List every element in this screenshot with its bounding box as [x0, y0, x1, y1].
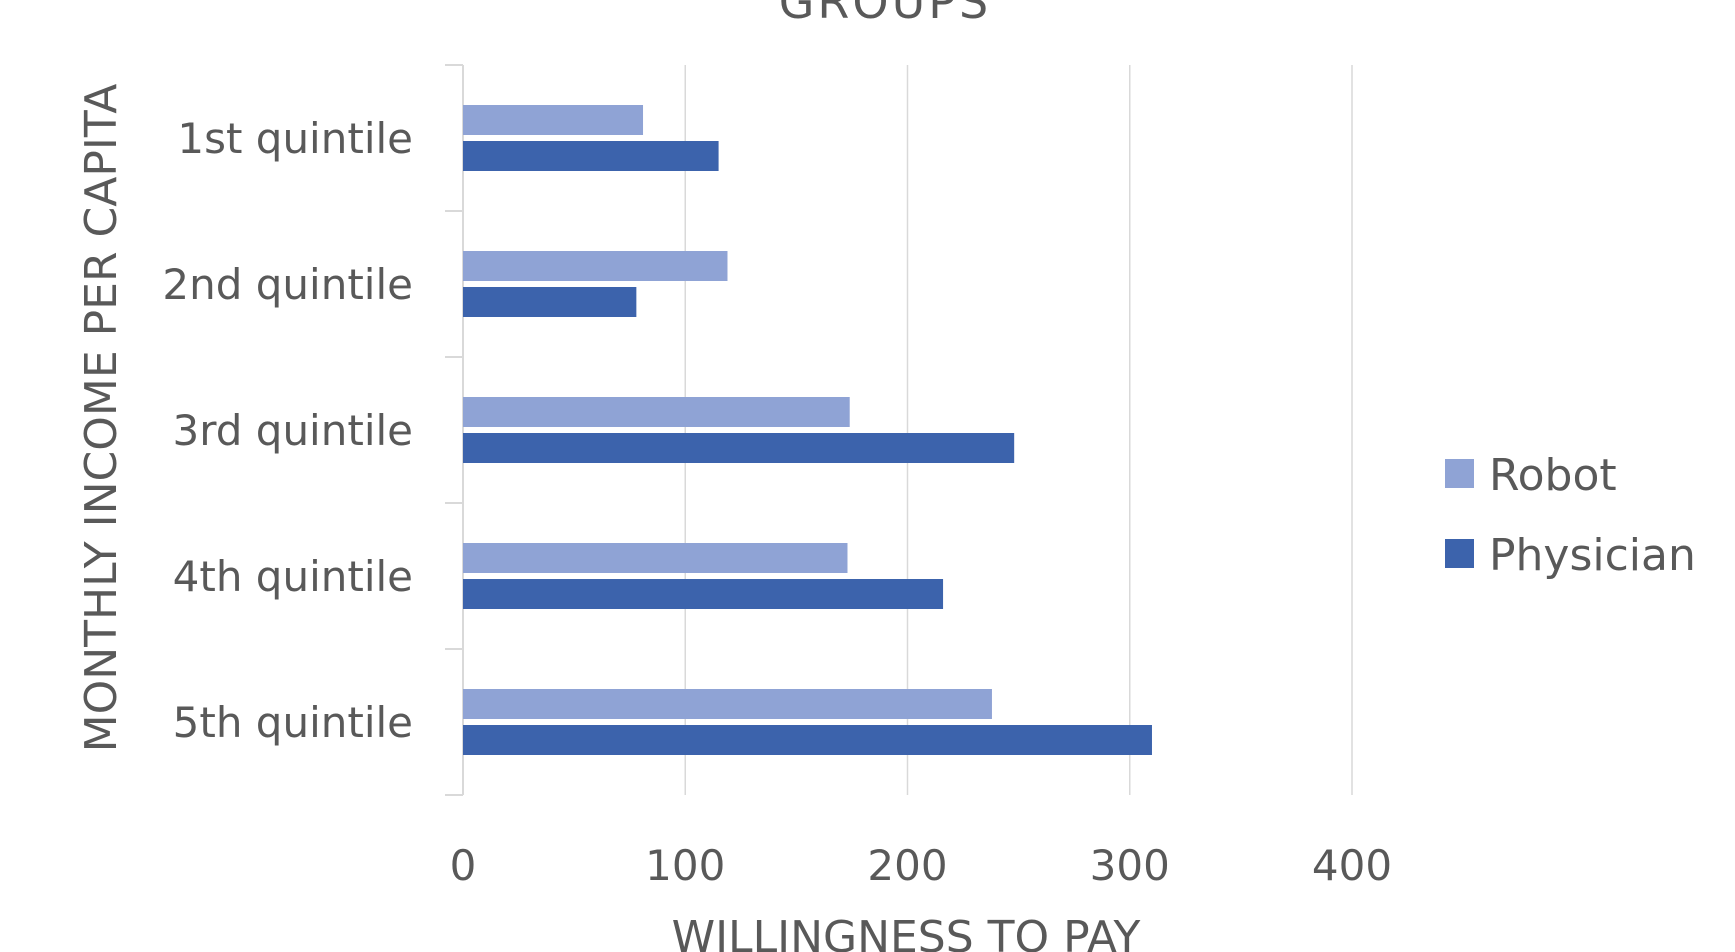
- x-tick-label: 400: [1312, 841, 1392, 890]
- category-label: 3rd quintile: [173, 406, 413, 455]
- category-axis: [445, 64, 464, 796]
- category-label: 5th quintile: [173, 698, 413, 747]
- bar-robot-5: [463, 689, 992, 719]
- legend-swatch-physician: [1445, 539, 1474, 568]
- bar-robot-1: [463, 105, 644, 135]
- x-axis-title: WILLINGNESS TO PAY: [672, 912, 1141, 952]
- bar-physician-4: [463, 579, 944, 609]
- legend-label-robot: Robot: [1489, 450, 1617, 501]
- category-label: 2nd quintile: [162, 260, 413, 309]
- legend-label-physician: Physician: [1489, 530, 1696, 581]
- bar-physician-2: [463, 287, 637, 317]
- bar-physician-1: [463, 141, 719, 171]
- gridlines: [684, 65, 1353, 795]
- x-tick-label: 0: [450, 841, 477, 890]
- chart-title: GROUPS: [779, 0, 991, 29]
- legend-swatch-robot: [1445, 459, 1474, 488]
- category-labels: 1st quintile 2nd quintile 3rd quintile 4th …: [162, 114, 413, 747]
- x-tick-label: 200: [867, 841, 947, 890]
- value-axis-ticks: 0 100 200 300 400: [450, 841, 1392, 890]
- bar-robot-3: [463, 397, 850, 427]
- x-tick-label: 300: [1090, 841, 1170, 890]
- x-tick-label: 100: [645, 841, 725, 890]
- bar-robot-2: [463, 251, 728, 281]
- category-label: 1st quintile: [177, 114, 413, 163]
- category-label: 4th quintile: [173, 552, 413, 601]
- bar-robot-4: [463, 543, 848, 573]
- bar-physician-5: [463, 725, 1152, 755]
- bar-physician-3: [463, 433, 1015, 463]
- bars: [463, 105, 1152, 755]
- legend: Robot Physician: [1445, 450, 1696, 581]
- y-axis-title: MONTHLY INCOME PER CAPITA: [76, 84, 127, 753]
